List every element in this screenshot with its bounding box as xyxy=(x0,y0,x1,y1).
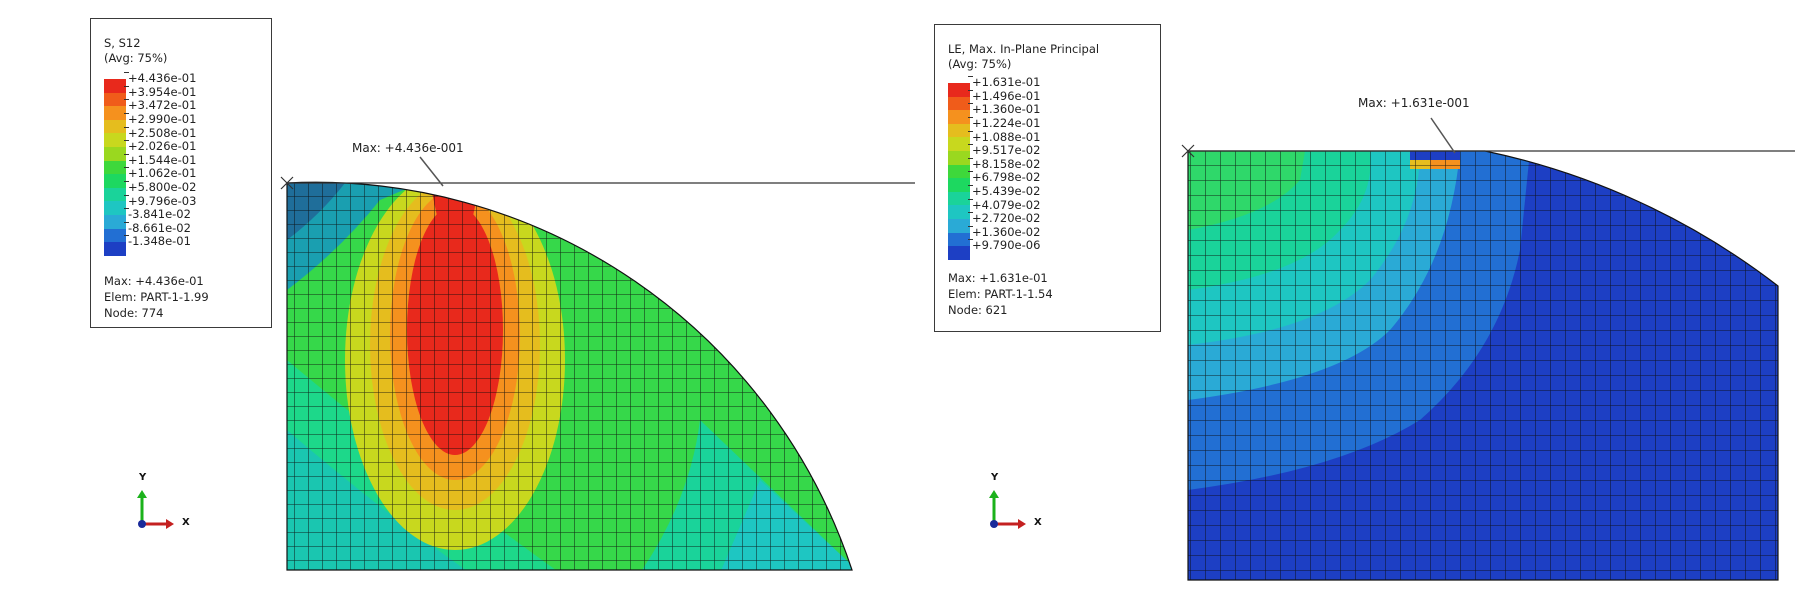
legend-tick-label: +1.224e-01 xyxy=(967,115,1041,130)
legend-color-swatch xyxy=(948,164,970,179)
legend-node-line: Node: 621 xyxy=(948,303,1008,317)
legend-max-line: Max: +1.631e-01 xyxy=(948,271,1048,285)
max-leader-line xyxy=(419,156,444,187)
origin-cross-icon xyxy=(280,176,294,190)
legend-color-swatch xyxy=(948,191,970,206)
legend-title: LE, Max. In-Plane Principal xyxy=(948,42,1100,56)
stress-legend: S, S12 (Avg: 75%) +4.436e-01 +3.954e-01 +3… xyxy=(90,18,272,328)
legend-tick-label: +9.790e-06 xyxy=(967,238,1041,253)
legend-color-swatch xyxy=(948,123,970,138)
legend-color-swatch xyxy=(948,150,970,165)
legend-tick-label: -1.348e-01 xyxy=(123,235,196,249)
legend-color-swatch xyxy=(104,146,126,161)
legend-tick-label: +2.720e-02 xyxy=(967,211,1041,226)
legend-tick-label: +9.796e-03 xyxy=(123,193,197,208)
legend-tick-label: +9.517e-02 xyxy=(967,143,1041,158)
legend-tick-label: +4.436e-01 xyxy=(123,71,197,86)
part-outline xyxy=(286,181,853,571)
legend-elem-line: Elem: PART-1-1.99 xyxy=(104,290,209,304)
legend-color-swatch xyxy=(104,133,126,147)
legend-tick-label: +2.026e-01 xyxy=(123,139,197,154)
legend-tick-labels: +1.631e-01 +1.496e-01 +1.360e-01 +1.224e-01… xyxy=(967,76,1041,253)
legend-color-swatch xyxy=(948,96,970,111)
legend-color-swatch xyxy=(948,246,970,260)
max-marker-label: Max: +1.631e-001 xyxy=(1358,96,1470,110)
legend-max-line: Max: +4.436e-01 xyxy=(104,274,204,288)
coordinate-triad: Y X xyxy=(130,470,190,530)
axis-y-label: Y xyxy=(991,472,999,483)
legend-color-swatch xyxy=(948,232,970,247)
legend-tick-label: +8.158e-02 xyxy=(967,156,1041,171)
legend-tick-label: +4.079e-02 xyxy=(967,197,1041,212)
legend-color-swatch xyxy=(104,79,126,93)
strain-contour-body xyxy=(1188,151,1778,580)
legend-subtitle: (Avg: 75%) xyxy=(104,51,168,65)
legend-tick-label: +3.954e-01 xyxy=(123,84,197,99)
legend-subtitle: (Avg: 75%) xyxy=(948,57,1012,71)
legend-tick-label: +3.472e-01 xyxy=(123,98,197,113)
legend-color-swatch xyxy=(104,92,126,107)
legend-color-swatch xyxy=(948,178,970,192)
triad-icon xyxy=(137,490,174,529)
legend-tick-label: +1.360e-02 xyxy=(967,224,1041,239)
legend-tick-label: +2.508e-01 xyxy=(123,125,197,140)
max-marker-label: Max: +4.436e-001 xyxy=(352,141,464,155)
legend-color-bar xyxy=(948,83,970,260)
left-stress-panel: Max: +4.436e-001 S, S12 (Avg: 75%) +4.43… xyxy=(90,18,915,571)
legend-color-bar xyxy=(104,79,126,256)
axis-x-label: X xyxy=(1034,517,1042,528)
axis-x-label: X xyxy=(182,517,190,528)
legend-tick-label: -3.841e-02 xyxy=(123,208,196,222)
coordinate-triad: Y X xyxy=(982,470,1042,530)
triad-icon xyxy=(989,490,1026,529)
legend-tick-label: +5.800e-02 xyxy=(123,179,197,194)
legend-color-swatch xyxy=(948,110,970,124)
legend-tick-label: +1.088e-01 xyxy=(967,129,1041,144)
legend-color-swatch xyxy=(104,187,126,202)
legend-color-swatch xyxy=(104,201,126,215)
legend-tick-label: +1.544e-01 xyxy=(123,152,197,167)
legend-color-swatch xyxy=(104,214,126,229)
legend-elem-line: Elem: PART-1-1.54 xyxy=(948,287,1053,301)
legend-tick-label: +2.990e-01 xyxy=(123,111,197,126)
legend-tick-label: +6.798e-02 xyxy=(967,170,1041,185)
legend-color-swatch xyxy=(948,218,970,233)
axis-y-label: Y xyxy=(139,472,147,483)
legend-tick-label: +1.496e-01 xyxy=(967,88,1041,103)
legend-color-swatch xyxy=(104,174,126,188)
legend-tick-label: +5.439e-02 xyxy=(967,183,1041,198)
right-strain-panel: Max: +1.631e-001 LE, Max. In-Plane Princ… xyxy=(920,0,1800,591)
legend-color-swatch xyxy=(104,106,126,120)
stress-contour-body xyxy=(287,182,852,571)
legend-color-swatch xyxy=(104,160,126,175)
legend-node-line: Node: 774 xyxy=(104,306,164,320)
legend-color-swatch xyxy=(948,83,970,97)
origin-cross-icon xyxy=(1181,144,1195,158)
legend-color-swatch xyxy=(104,228,126,243)
legend-color-swatch xyxy=(104,242,126,256)
max-leader-line xyxy=(1430,117,1456,154)
legend-tick-label: +1.631e-01 xyxy=(967,75,1041,90)
legend-color-swatch xyxy=(948,205,970,219)
part-outline xyxy=(1187,150,1779,581)
legend-tick-label: +1.360e-01 xyxy=(967,102,1041,117)
legend-tick-labels: +4.436e-01 +3.954e-01 +3.472e-01 +2.990e-01… xyxy=(123,72,197,249)
legend-title: S, S12 xyxy=(104,36,141,50)
strain-legend: LE, Max. In-Plane Principal (Avg: 75%) +… xyxy=(934,24,1161,332)
stress-contour-plot xyxy=(280,156,915,571)
legend-color-swatch xyxy=(948,137,970,151)
legend-tick-label: -8.661e-02 xyxy=(123,221,196,236)
legend-color-swatch xyxy=(104,119,126,134)
strain-contour-plot xyxy=(1181,117,1795,581)
legend-tick-label: +1.062e-01 xyxy=(123,166,197,181)
